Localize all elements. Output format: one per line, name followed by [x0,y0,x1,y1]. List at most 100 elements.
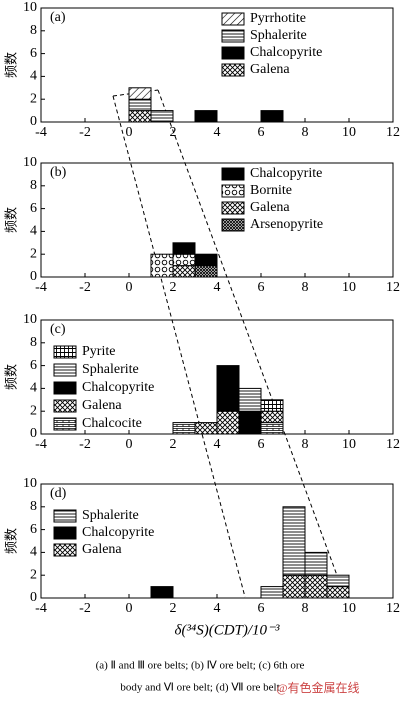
legend-label: Pyrite [82,344,115,359]
x-tick-label: 4 [214,280,221,295]
panel-label: (b) [50,165,67,180]
x-tick-label: 10 [342,280,356,295]
y-axis-label: 频数 [5,52,20,78]
legend-swatch [221,46,245,60]
bar [238,387,262,412]
y-tick-label: 10 [23,476,37,491]
x-tick-label: 2 [170,601,177,616]
x-tick-label: 6 [258,280,265,295]
legend-label: Pyrrhotite [250,11,306,26]
x-tick-label: 8 [302,437,309,452]
bar [260,399,284,412]
legend-label: Chalcopyrite [82,380,154,395]
histogram-panel: -4 -2 0 2 4 6 8 10 12 0 2 4 6 8 10 频数 (c) Pyrite Sphalerit… [5,312,400,452]
legend-swatch [53,345,77,359]
x-tick-label: 6 [258,601,265,616]
y-tick-label: 6 [30,201,37,216]
x-tick-label: 2 [170,280,177,295]
x-tick-label: 0 [126,437,133,452]
bar [172,253,196,267]
bar [150,110,174,123]
y-tick-label: 0 [30,114,37,129]
y-tick-label: 2 [30,246,37,261]
x-tick-label: 0 [126,125,133,140]
caption-line: (a) Ⅱ and Ⅲ ore belts; (b) Ⅳ ore belt; (… [96,660,305,672]
legend-label: Galena [250,62,290,77]
legend-swatch [53,509,77,523]
y-tick-label: 4 [30,545,37,560]
x-tick-label: 8 [302,125,309,140]
legend-label: Galena [250,200,290,215]
x-tick-label: 12 [386,280,400,295]
caption-line: body and Ⅵ ore belt; (d) Ⅶ ore belt [120,682,279,694]
x-tick-label: 12 [386,437,400,452]
x-tick-label: -2 [79,437,91,452]
x-tick-label: 6 [258,125,265,140]
bar [282,574,306,599]
legend-swatch [53,399,77,413]
x-tick-label: 10 [342,437,356,452]
x-tick-label: 12 [386,125,400,140]
legend-swatch [221,63,245,77]
x-tick-label: 10 [342,601,356,616]
x-tick-label: -2 [79,601,91,616]
panel-label: (c) [50,322,66,337]
legend-swatch [221,184,245,198]
legend-swatch [53,543,77,557]
legend-swatch [53,526,77,540]
y-tick-label: 8 [30,335,37,350]
panel-label: (a) [50,10,66,25]
bar [326,574,350,588]
bar [128,87,152,100]
y-tick-label: 4 [30,224,37,239]
legend-label: Chalcopyrite [82,525,154,540]
legend-swatch [221,167,245,181]
y-tick-label: 10 [23,155,37,170]
legend-label: Sphalerite [250,28,307,43]
y-tick-label: 10 [23,312,37,327]
x-tick-label: 4 [214,601,221,616]
y-tick-label: 4 [30,381,37,396]
bar [194,253,218,267]
bar [172,422,196,435]
x-tick-label: -2 [79,280,91,295]
x-tick-label: 2 [170,437,177,452]
y-tick-label: 0 [30,590,37,605]
bar [216,365,240,412]
x-tick-label: 8 [302,601,309,616]
legend-label: Sphalerite [82,362,139,377]
bar [150,253,174,278]
x-tick-label: 2 [170,125,177,140]
bar [260,586,284,599]
bar [194,265,218,278]
bar [238,410,262,435]
x-tick-label: -4 [35,437,47,452]
y-tick-label: 2 [30,403,37,418]
y-axis-label: 频数 [5,364,20,390]
legend-label: Galena [82,542,122,557]
legend-swatch [221,12,245,26]
y-tick-label: 8 [30,499,37,514]
y-tick-label: 10 [23,0,37,15]
x-tick-label: -2 [79,125,91,140]
x-tick-label: 8 [302,280,309,295]
histogram-panel: -4 -2 0 2 4 6 8 10 12 0 2 4 6 8 10 频数 (a) Pyrrhotite Sphal… [5,0,400,140]
bar [128,110,152,123]
histogram-panel: -4 -2 0 2 4 6 8 10 12 0 2 4 6 8 10 频数 (b) Chalcopyrite Bor… [5,155,400,295]
legend-swatch [53,363,77,377]
bar [172,265,196,278]
bar [216,410,240,435]
dashed-line [157,89,346,598]
x-tick-label: 10 [342,125,356,140]
y-tick-label: 8 [30,23,37,38]
legend-swatch [221,29,245,43]
watermark: @有色金属在线 [276,680,359,695]
bar [304,574,328,599]
bar [282,506,306,576]
histogram-panel: -4 -2 0 2 4 6 8 10 12 0 2 4 6 8 10 频数 (d) δ(³⁴S)(CDT)/10⁻… [5,476,400,638]
x-axis-label: δ(³⁴S)(CDT)/10⁻³ [175,622,280,638]
legend-swatch [53,417,77,431]
y-tick-label: 0 [30,269,37,284]
bar [194,422,218,435]
